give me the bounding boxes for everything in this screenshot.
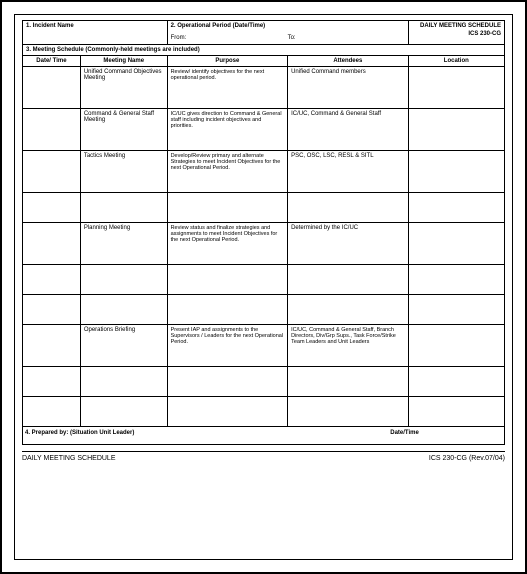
col-purpose: Purpose [167, 56, 288, 67]
cell-empty[interactable] [408, 367, 504, 397]
from-label: From: [171, 35, 288, 41]
cell-attendees: Determined by the IC/UC [288, 223, 409, 265]
cell-location[interactable] [408, 325, 504, 367]
col-datetime: Date/ Time [23, 56, 81, 67]
cell-empty[interactable] [408, 295, 504, 325]
cell-purpose: Present IAP and assignments to the Super… [167, 325, 288, 367]
cell-attendees: IC/UC, Command & General Staff, Branch D… [288, 325, 409, 367]
cell-empty[interactable] [23, 193, 81, 223]
cell-attendees: PSC, OSC, LSC, RESL & SITL [288, 151, 409, 193]
cell-empty[interactable] [288, 193, 409, 223]
cell-empty[interactable] [80, 397, 167, 427]
cell-empty[interactable] [167, 265, 288, 295]
cell-location[interactable] [408, 67, 504, 109]
cell-empty[interactable] [23, 295, 81, 325]
cell-empty[interactable] [80, 295, 167, 325]
form-table: 1. Incident Name 2. Operational Period (… [22, 20, 505, 427]
cell-empty[interactable] [23, 265, 81, 295]
cell-empty[interactable] [23, 367, 81, 397]
cell-datetime[interactable] [23, 109, 81, 151]
cell-location[interactable] [408, 109, 504, 151]
cell-purpose: IC/UC gives direction to Command & Gener… [167, 109, 288, 151]
section2-op-period: 2. Operational Period (Date/Time) From: … [167, 21, 408, 45]
cell-location[interactable] [408, 223, 504, 265]
col-location: Location [408, 56, 504, 67]
page-footer: DAILY MEETING SCHEDULE ICS 230-CG (Rev.0… [22, 451, 505, 462]
form-page: 1. Incident Name 2. Operational Period (… [14, 14, 513, 560]
cell-datetime[interactable] [23, 67, 81, 109]
cell-datetime[interactable] [23, 325, 81, 367]
cell-attendees: IC/UC, Command & General Staff [288, 109, 409, 151]
cell-purpose: Review/ identify objectives for the next… [167, 67, 288, 109]
cell-empty[interactable] [408, 397, 504, 427]
col-meeting-name: Meeting Name [80, 56, 167, 67]
cell-empty[interactable] [408, 265, 504, 295]
cell-empty[interactable] [80, 193, 167, 223]
cell-meeting-name: Tactics Meeting [80, 151, 167, 193]
outer-frame: 1. Incident Name 2. Operational Period (… [0, 0, 527, 574]
cell-empty[interactable] [80, 265, 167, 295]
cell-meeting-name: Operations Briefing [80, 325, 167, 367]
cell-empty[interactable] [167, 397, 288, 427]
to-label: To: [288, 35, 405, 41]
cell-empty[interactable] [288, 397, 409, 427]
cell-empty[interactable] [288, 265, 409, 295]
section3-banner: 3. Meeting Schedule (Commonly-held meeti… [23, 45, 505, 56]
cell-location[interactable] [408, 151, 504, 193]
cell-empty[interactable] [167, 295, 288, 325]
cell-empty[interactable] [167, 367, 288, 397]
cell-datetime[interactable] [23, 223, 81, 265]
cell-meeting-name: Unified Command Objectives Meeting [80, 67, 167, 109]
cell-empty[interactable] [288, 367, 409, 397]
col-attendees: Attendees [288, 56, 409, 67]
cell-empty[interactable] [288, 295, 409, 325]
cell-empty[interactable] [408, 193, 504, 223]
prepared-by-row: 4. Prepared by: (Situation Unit Leader) … [22, 427, 505, 445]
cell-purpose: Develop/Review primary and alternate Str… [167, 151, 288, 193]
cell-attendees: Unified Command members [288, 67, 409, 109]
section1-incident-name: 1. Incident Name [23, 21, 168, 45]
cell-empty[interactable] [167, 193, 288, 223]
cell-meeting-name: Command & General Staff Meeting [80, 109, 167, 151]
cell-empty[interactable] [23, 397, 81, 427]
cell-meeting-name: Planning Meeting [80, 223, 167, 265]
cell-empty[interactable] [80, 367, 167, 397]
cell-datetime[interactable] [23, 151, 81, 193]
doc-title-cell: DAILY MEETING SCHEDULE ICS 230-CG [408, 21, 504, 45]
cell-purpose: Review status and finalize strategies an… [167, 223, 288, 265]
